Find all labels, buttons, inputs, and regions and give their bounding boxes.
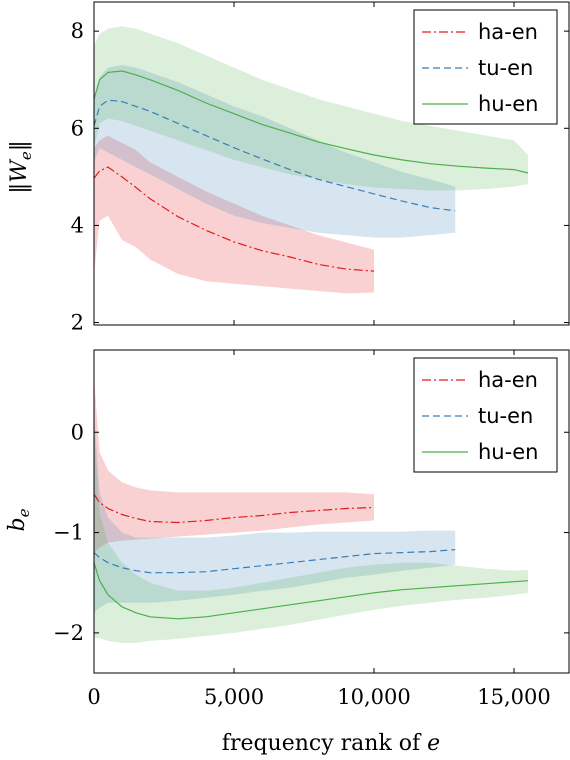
x-tick-label-0: 0 xyxy=(87,685,100,709)
y-tick-label-top-1: 4 xyxy=(71,213,84,237)
plot-frame-bottom xyxy=(93,349,570,674)
band-ha-en-top xyxy=(94,135,374,294)
y-axis-title-bottom: be xyxy=(5,508,33,531)
x-axis-title: frequency rank of e xyxy=(222,731,440,756)
top-panel: 2 4 6 8 ha-en tu-en hu-en xyxy=(71,1,570,335)
legend-label-ha-en-top: ha-en xyxy=(478,20,538,44)
y-tick-label-top-0: 2 xyxy=(71,311,84,335)
band-ha-en-bottom xyxy=(94,377,374,553)
y-tick-label-bottom-2: 0 xyxy=(71,420,84,444)
y-axis-title-bottom-text: be xyxy=(5,508,33,531)
line-ha-en-bottom xyxy=(93,494,375,524)
band-tu-en-top xyxy=(94,65,456,238)
x-tick-label-3: 15,000 xyxy=(477,685,550,709)
bottom-panel: 0 5,000 10,000 15,000 −2 −1 0 ha-en tu-en hu-en xyxy=(53,349,570,709)
y-tick-label-bottom-1: −1 xyxy=(53,521,84,545)
legend-box-bottom xyxy=(413,357,558,473)
legend-label-ha-en-bottom: ha-en xyxy=(478,368,538,392)
legend-bottom: ha-en tu-en hu-en xyxy=(413,357,558,473)
legend-label-tu-en-bottom: tu-en xyxy=(478,404,533,428)
x-tick-label-1: 5,000 xyxy=(204,685,264,709)
line-tu-en-top xyxy=(93,99,456,212)
legend-label-hu-en-bottom: hu-en xyxy=(478,440,538,464)
plot-frame-top xyxy=(93,1,570,326)
x-tick-label-2: 10,000 xyxy=(337,685,410,709)
legend-top: ha-en tu-en hu-en xyxy=(413,9,558,125)
line-hu-en-top xyxy=(93,70,529,174)
y-tick-label-bottom-0: −2 xyxy=(53,621,84,645)
line-ha-en-top xyxy=(93,166,375,272)
y-axis-title-top: ‖We‖ xyxy=(7,140,35,194)
y-tick-label-top-2: 6 xyxy=(71,116,84,140)
line-hu-en-bottom xyxy=(93,562,529,620)
band-tu-en-bottom xyxy=(94,412,456,613)
legend-label-hu-en-top: hu-en xyxy=(478,92,538,116)
line-tu-en-bottom xyxy=(93,549,456,574)
legend-label-tu-en-top: tu-en xyxy=(478,56,533,80)
band-hu-en-top xyxy=(94,26,528,191)
legend-box-top xyxy=(413,9,558,125)
band-hu-en-bottom xyxy=(94,432,528,643)
y-tick-label-top-3: 8 xyxy=(71,19,84,43)
y-axis-title-top-text: ‖We‖ xyxy=(7,140,35,194)
